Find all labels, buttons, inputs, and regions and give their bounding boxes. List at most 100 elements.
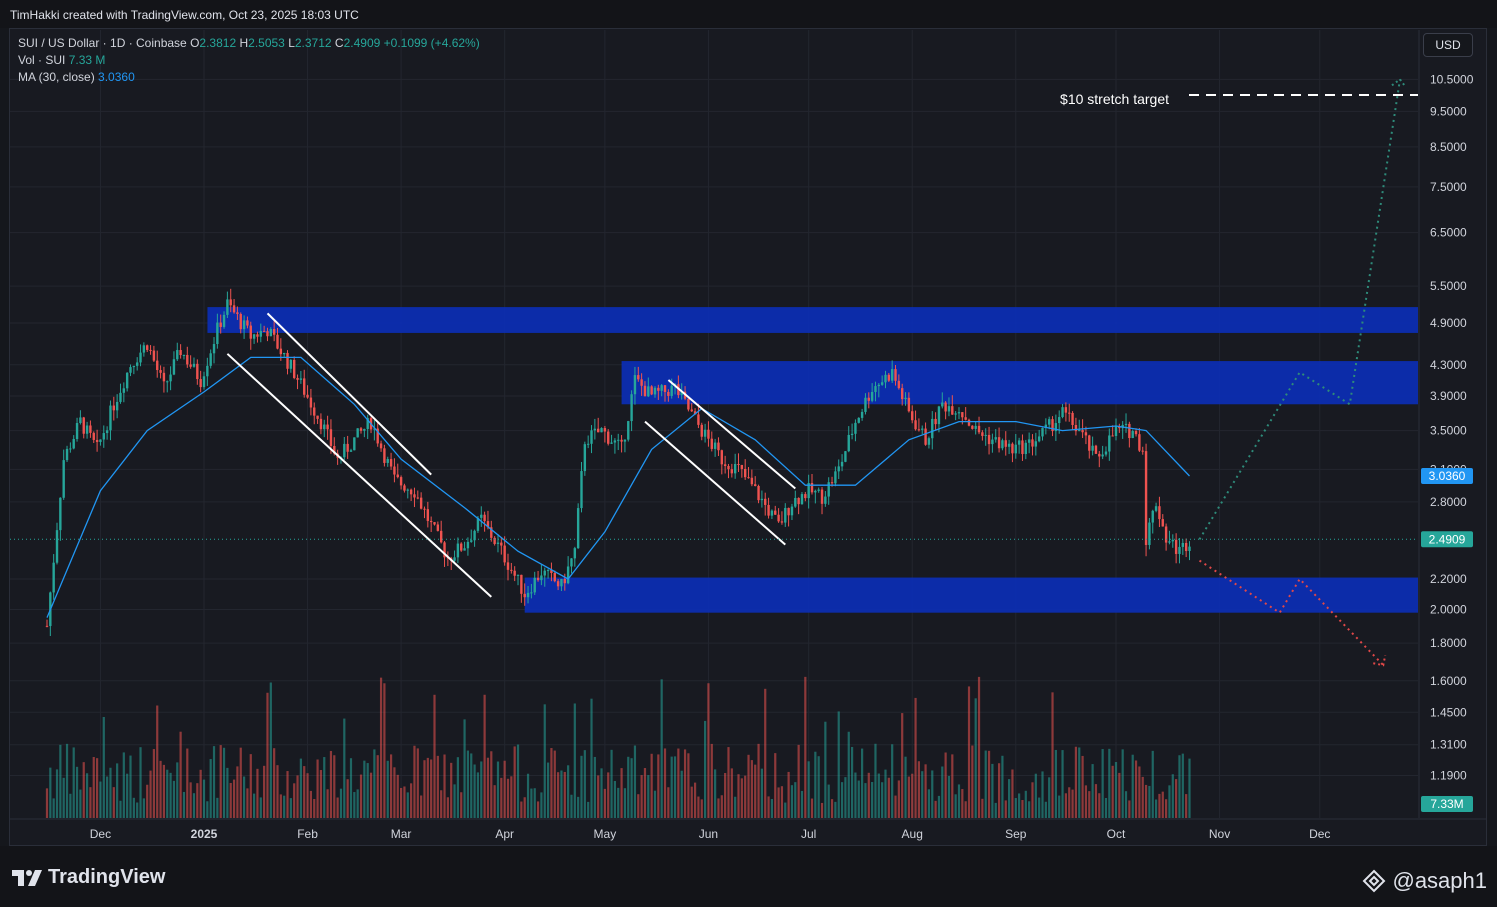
- legend-volume[interactable]: Vol · SUI 7.33 M: [18, 53, 105, 67]
- watermark-handle: @asaph1: [1392, 868, 1487, 893]
- volume-bar: [840, 782, 844, 818]
- candle-body: [403, 485, 406, 491]
- candle-body: [620, 439, 623, 442]
- volume-bar: [720, 795, 723, 818]
- volume-bar: [617, 787, 620, 818]
- volume-bar: [550, 748, 553, 818]
- volume-bar: [95, 758, 99, 818]
- volume-bar: [72, 747, 75, 818]
- volume-bar: [1004, 800, 1007, 818]
- volume-bar: [102, 716, 105, 818]
- volume-bar: [977, 676, 981, 818]
- volume-bar: [266, 692, 269, 818]
- candle-body: [176, 350, 179, 360]
- candle-body: [770, 510, 774, 516]
- candle-body: [750, 477, 754, 485]
- chart-frame[interactable]: [9, 28, 1487, 846]
- price-tick-label: 9.5000: [1430, 104, 1467, 118]
- volume-bar: [770, 799, 774, 818]
- volume-bar: [830, 799, 834, 818]
- candle-body: [874, 386, 877, 392]
- volume-bar: [1064, 793, 1067, 818]
- volume-bar: [580, 755, 583, 818]
- candle-body: [129, 367, 132, 373]
- volume-bar: [991, 763, 994, 818]
- volume-bar: [817, 756, 820, 818]
- legend-ma[interactable]: MA (30, close) 3.0360: [18, 70, 135, 84]
- volume-bar: [493, 785, 496, 818]
- candle-body: [947, 406, 951, 412]
- candle-body: [500, 542, 503, 546]
- candle-body: [1148, 522, 1151, 545]
- volume-bar: [824, 721, 827, 818]
- volume-bar: [433, 694, 436, 818]
- volume-bar: [867, 772, 870, 818]
- candle-body: [817, 489, 820, 491]
- volume-bar: [420, 795, 423, 818]
- candle-body: [95, 439, 99, 442]
- footer-bar: [0, 846, 1497, 907]
- candles: [45, 288, 1191, 637]
- candle-body: [1161, 519, 1164, 527]
- volume-bar: [65, 743, 69, 818]
- volume-bar: [376, 755, 379, 818]
- candle-body: [99, 439, 102, 442]
- volume-bar: [857, 780, 860, 818]
- candle-body: [897, 380, 901, 389]
- candle-body: [1111, 435, 1114, 437]
- candle-body: [333, 445, 336, 454]
- volume-bar: [406, 792, 409, 818]
- candle-body: [463, 548, 466, 551]
- volume-tag-bg: [1421, 796, 1473, 812]
- legend-o-label: O: [190, 36, 200, 50]
- candle-body: [917, 429, 921, 431]
- volume-bar: [89, 787, 92, 818]
- volume-bar: [456, 757, 459, 818]
- candle-body: [697, 414, 700, 425]
- candle-body: [747, 477, 750, 479]
- volume-bar: [192, 793, 196, 818]
- candle-body: [1114, 426, 1118, 437]
- candle-body: [189, 364, 192, 367]
- currency-button[interactable]: USD: [1423, 33, 1473, 57]
- candle-body: [941, 402, 944, 407]
- tradingview-logo[interactable]: TradingView: [12, 866, 165, 889]
- volume-bar: [473, 764, 476, 818]
- volume-bar: [1138, 766, 1141, 818]
- volume-bar: [847, 731, 850, 818]
- candle-body: [733, 463, 737, 474]
- volume-bar: [667, 787, 670, 818]
- candle-body: [1108, 435, 1111, 452]
- volume-bar: [483, 694, 486, 818]
- candle-body: [894, 369, 897, 381]
- time-tick-label: Dec: [1309, 827, 1330, 841]
- volume-bar: [353, 792, 356, 818]
- volume-bar: [222, 747, 226, 818]
- volume-bar: [724, 773, 727, 818]
- legend-high: 2.5053: [248, 36, 285, 50]
- candle-body: [710, 438, 713, 449]
- candle-body: [586, 443, 590, 445]
- price-tick-label: 2.0000: [1430, 602, 1467, 616]
- volume-bar: [1054, 749, 1057, 818]
- price-axis: 10.5000 9.5000 8.5000 7.5000 6.5000 5.5000 4.9…: [1421, 72, 1474, 812]
- volume-bar: [1158, 793, 1161, 818]
- volume-bar: [152, 749, 155, 818]
- volume-bar: [750, 760, 753, 818]
- volume-bar: [734, 796, 737, 818]
- candle-body: [252, 334, 256, 339]
- volume-bar: [319, 770, 323, 818]
- volume-bar: [299, 758, 302, 818]
- price-tick-label: 2.2000: [1430, 572, 1467, 586]
- candle-body: [647, 386, 650, 397]
- candle-body: [937, 406, 941, 425]
- volume-bar: [249, 754, 252, 818]
- candle-body: [827, 482, 830, 497]
- candle-body: [406, 489, 409, 491]
- volume-bar: [500, 777, 503, 818]
- volume-bar: [653, 790, 657, 818]
- volume-bar: [259, 797, 262, 818]
- volume-bar: [871, 781, 874, 818]
- candle-body: [69, 448, 72, 450]
